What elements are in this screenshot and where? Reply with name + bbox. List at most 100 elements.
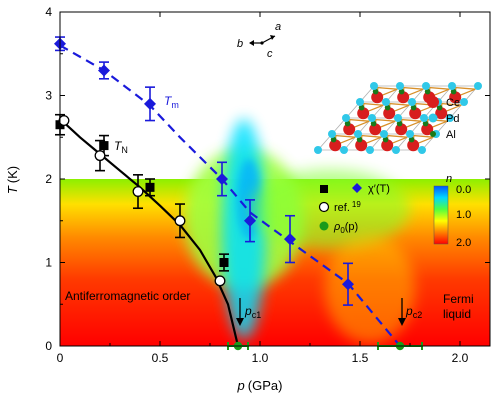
ce-atom: [369, 123, 382, 136]
ce-atom: [357, 107, 370, 120]
t-marker: [216, 173, 228, 185]
ce-atom: [421, 123, 434, 136]
x-tick-label: 2.0: [452, 351, 469, 365]
pd-atom: [418, 146, 426, 154]
t-marker: [98, 64, 110, 77]
ce-atom: [395, 123, 408, 136]
al-atom: [450, 88, 457, 95]
pd-atom: [370, 82, 378, 90]
axis-a-label: a: [275, 21, 281, 33]
ref19-marker: [174, 215, 186, 227]
pd-atom: [340, 146, 348, 154]
pc1-arrow-head: [236, 318, 244, 326]
legend-rho-label: ρ0(p): [333, 221, 358, 235]
legend-square-marker: [320, 185, 328, 193]
y-tick-label: 0: [45, 339, 52, 353]
tn-label: TN: [114, 139, 128, 155]
tm-label: Tm: [164, 94, 179, 110]
legend: χ′(T) ref. 19 ρ0(p): [318, 183, 390, 235]
ce-atom-label: Ce: [446, 97, 460, 109]
pd-atom: [448, 82, 456, 90]
ce-atom-swatch: [427, 96, 439, 108]
ce-atom: [329, 139, 342, 152]
fermi-liquid-label-1: Fermi: [443, 292, 474, 306]
colorbar: n 0.0 1.0 2.0: [433, 173, 471, 249]
al-atom: [356, 136, 363, 143]
pd-atom: [446, 114, 454, 122]
pd-atom: [328, 130, 336, 138]
al-atom: [398, 88, 405, 95]
pc2-label: pc2: [405, 304, 422, 320]
pd-atom: [420, 114, 428, 122]
al-atom: [370, 120, 377, 127]
t-marker: [342, 278, 354, 291]
colorbar-title: n: [446, 173, 452, 185]
x-axis-ticks: 0 0.5 1.0 1.5 2.0: [57, 12, 469, 365]
pd-atom: [342, 114, 350, 122]
pd-atom: [406, 130, 414, 138]
pd-atom: [394, 114, 402, 122]
x-axis-label: p (GPa): [237, 378, 283, 393]
pc1-label: pc1: [244, 304, 261, 320]
al-atom: [344, 120, 351, 127]
pd-atom: [422, 82, 430, 90]
colorbar-tick-0: 0.0: [456, 184, 471, 196]
axis-c-label: c: [267, 48, 273, 60]
al-atom-swatch: [430, 131, 436, 137]
y-tick-label: 4: [45, 5, 52, 19]
crystal-structure-inset: a b c Ce Pd Al: [237, 21, 482, 154]
pd-atom: [392, 146, 400, 154]
pd-atom-label: Pd: [446, 113, 459, 125]
atom-legend: Ce Pd Al: [427, 96, 460, 141]
y-tick-label: 3: [45, 89, 52, 103]
pd-atom: [314, 146, 322, 154]
pd-atom: [366, 146, 374, 154]
y-axis-label: T(K): [5, 166, 20, 194]
al-atom: [424, 88, 431, 95]
ref19-marker: [94, 150, 106, 162]
legend-green-circle-marker: [319, 221, 329, 231]
ce-atom: [449, 91, 462, 104]
colorbar-tick-1: 1.0: [456, 209, 471, 221]
heatmap-right-yellow: [325, 234, 415, 344]
afm-region-label: Antiferromagnetic order: [65, 289, 190, 303]
legend-chi-label: χ′(T): [368, 183, 390, 195]
al-atom: [330, 136, 337, 143]
crystal-lattice: [314, 82, 482, 154]
ce-atom: [407, 139, 420, 152]
pd-atom: [354, 130, 362, 138]
legend-open-circle-marker: [318, 201, 330, 213]
al-atom: [408, 136, 415, 143]
pd-atom: [396, 82, 404, 90]
al-atom: [396, 120, 403, 127]
al-atom: [382, 136, 389, 143]
pd-atom: [474, 82, 482, 90]
pd-atom-swatch: [428, 113, 438, 123]
ce-atom: [381, 139, 394, 152]
fermi-liquid-label-2: liquid: [443, 307, 471, 321]
ce-atom: [343, 123, 356, 136]
legend-diamond-marker: [352, 183, 362, 193]
pc2-arrow-head: [398, 318, 406, 326]
ce-atom: [397, 91, 410, 104]
critical-pressure-arrows: [236, 298, 406, 326]
crystal-axes: a b c: [237, 21, 281, 60]
tnsquares-marker: [219, 258, 229, 267]
al-atom-label: Al: [446, 129, 456, 141]
colorbar-gradient: [433, 185, 449, 245]
ce-atom: [409, 107, 422, 120]
al-atom: [422, 120, 429, 127]
y-axis-ticks: 0 1 2 3 4: [45, 5, 490, 353]
y-tick-label: 1: [45, 256, 52, 270]
axis-b-label: b: [237, 38, 243, 50]
pd-atom: [382, 98, 390, 106]
colorbar-tick-2: 2.0: [456, 237, 471, 249]
al-atom: [436, 104, 443, 111]
x-tick-label: 1.0: [252, 351, 269, 365]
heatmap-right-green: [250, 169, 410, 249]
pd-atom: [380, 130, 388, 138]
ref19-marker: [214, 275, 226, 287]
x-tick-label: 1.5: [352, 351, 369, 365]
y-tick-label: 2: [45, 172, 52, 186]
